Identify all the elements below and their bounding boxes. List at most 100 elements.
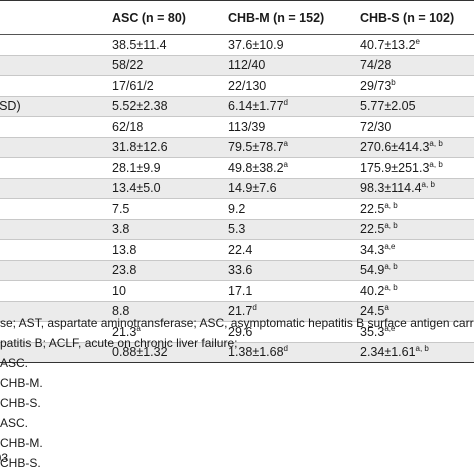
footnote-marker: d	[283, 98, 288, 108]
header-chb-m: CHB-M (n = 152)	[228, 0, 360, 35]
footnote-marker: a, b	[384, 200, 398, 210]
row-label	[0, 157, 112, 179]
cell-value: 24.5	[360, 304, 385, 319]
footnote-marker: a, b	[384, 262, 398, 272]
cell-chb-s: 270.6±414.3a, b	[360, 137, 474, 158]
cell-value: 49.8±38.2	[228, 160, 284, 175]
header-chb-s: CHB-S (n = 102)	[360, 0, 474, 35]
cell-value: 22/130	[228, 78, 267, 93]
footnote-line: ASC.	[0, 356, 29, 370]
cell-asc: 62/18	[112, 116, 228, 138]
cell-asc: 10	[112, 280, 228, 302]
table-row: 38.5±11.4 37.6±10.9 40.7±13.2e	[0, 34, 474, 56]
cell-value: 58/22	[112, 58, 144, 73]
row-label	[0, 198, 112, 220]
footnote-line: CHB-S.	[0, 396, 41, 410]
cell-chb-m: 113/39	[228, 116, 360, 138]
cell-chb-s: 72/30	[360, 116, 474, 138]
cell-asc: 0.88±1.32	[112, 342, 228, 363]
cell-value: 28.1±9.9	[112, 160, 161, 175]
cell-value: 22.4	[228, 242, 253, 257]
footnote-marker: d	[252, 303, 257, 313]
footnote-marker: d	[283, 344, 288, 354]
cell-chb-m: 21.7d	[228, 301, 360, 322]
cell-chb-m: 33.6	[228, 260, 360, 281]
cell-value: 22.5	[360, 222, 385, 237]
cell-value: 23.8	[112, 263, 137, 278]
cell-value: 17/61/2	[112, 78, 154, 93]
footnote-line: CHB-S.	[0, 456, 41, 470]
footnote-marker: a	[384, 303, 389, 313]
cell-value: 79.5±78.7	[228, 140, 284, 155]
cell-asc: 7.5	[112, 198, 228, 220]
cell-value: 62/18	[112, 119, 144, 134]
footnote-marker: e	[415, 36, 420, 46]
cell-chb-s: 22.5a, b	[360, 219, 474, 240]
cell-asc: 8.8	[112, 301, 228, 322]
cell-asc: 21.3a	[112, 321, 228, 343]
cell-chb-s: 98.3±114.4a, b	[360, 178, 474, 199]
cell-value: 0.88±1.32	[112, 345, 168, 360]
cell-value: 54.9	[360, 263, 385, 278]
cell-chb-m: 5.3	[228, 219, 360, 240]
cell-value: 35.3	[360, 324, 385, 339]
cell-asc: 38.5±11.4	[112, 34, 228, 56]
cell-chb-s: 175.9±251.3a, b	[360, 157, 474, 179]
row-label	[0, 219, 112, 240]
cell-asc: 13.8	[112, 239, 228, 261]
footnote-marker: a	[136, 323, 141, 333]
cell-asc: 17/61/2	[112, 75, 228, 97]
cell-value: 38.5±11.4	[112, 37, 167, 52]
table-row: 23.8 33.6 54.9a, b	[0, 260, 474, 281]
cell-chb-m: 14.9±7.6	[228, 178, 360, 199]
cell-value: 7.5	[112, 201, 130, 216]
row-label: mean ± SD)	[0, 96, 112, 117]
cell-value: 37.6±10.9	[228, 37, 284, 52]
row-label	[0, 55, 112, 76]
table-row: 10 17.1 40.2a, b	[0, 280, 474, 302]
footnote-marker: a,e	[384, 323, 396, 333]
cell-asc: 13.4±5.0	[112, 178, 228, 199]
cell-value: 21.7	[228, 304, 253, 319]
cell-value: 5.77±2.05	[360, 99, 416, 114]
table-row: 3.8 5.3 22.5a, b	[0, 219, 474, 240]
cell-value: 34.3	[360, 242, 385, 257]
cell-chb-m: 1.38±1.68d	[228, 342, 360, 363]
footnote-marker: a, b	[429, 139, 443, 149]
table-row: 8.8 21.7d 24.5a	[0, 301, 474, 322]
footnote-line: CHB-M.	[0, 436, 43, 450]
cell-value: 8.8	[112, 304, 130, 319]
cell-chb-s: 2.34±1.61a, b	[360, 342, 474, 363]
cell-value: 14.9±7.6	[228, 181, 277, 196]
cell-value: 113/39	[228, 119, 266, 134]
cell-asc: 3.8	[112, 219, 228, 240]
row-label	[0, 342, 112, 363]
footnote-line: se; AST, aspartate aminotransferase; ASC…	[0, 316, 474, 330]
table-row: 21.3a 29.6 35.3a,e	[0, 321, 474, 343]
row-label	[0, 321, 112, 343]
table-footnotes: se; AST, aspartate aminotransferase; ASC…	[0, 313, 474, 473]
cell-chb-s: 5.77±2.05	[360, 96, 474, 117]
table-row: 0.88±1.32 1.38±1.68d 2.34±1.61a, b	[0, 342, 474, 363]
cell-chb-m: 22/130	[228, 75, 360, 97]
footnote-marker: a, b	[429, 159, 443, 169]
cell-asc: 31.8±12.6	[112, 137, 228, 158]
footnote-marker: a	[283, 159, 288, 169]
cell-value: 74/28	[360, 58, 392, 73]
cell-value: 33.6	[228, 263, 253, 278]
cell-chb-s: 40.2a, b	[360, 280, 474, 302]
cell-chb-s: 34.3a,e	[360, 239, 474, 261]
cell-asc: 23.8	[112, 260, 228, 281]
row-label	[0, 301, 112, 322]
row-label: SD)	[0, 178, 112, 199]
cell-value: 6.14±1.77	[228, 99, 284, 114]
cell-asc: 28.1±9.9	[112, 157, 228, 179]
table-row: 17/61/2 22/130 29/73b	[0, 75, 474, 97]
cell-chb-m: 22.4	[228, 239, 360, 261]
cell-value: 10	[112, 283, 126, 298]
cell-value: 72/30	[360, 119, 392, 134]
cell-asc: 58/22	[112, 55, 228, 76]
row-label	[0, 34, 112, 56]
table-body: 38.5±11.4 37.6±10.9 40.7±13.2e 58/22 112/40 7…	[0, 34, 474, 363]
